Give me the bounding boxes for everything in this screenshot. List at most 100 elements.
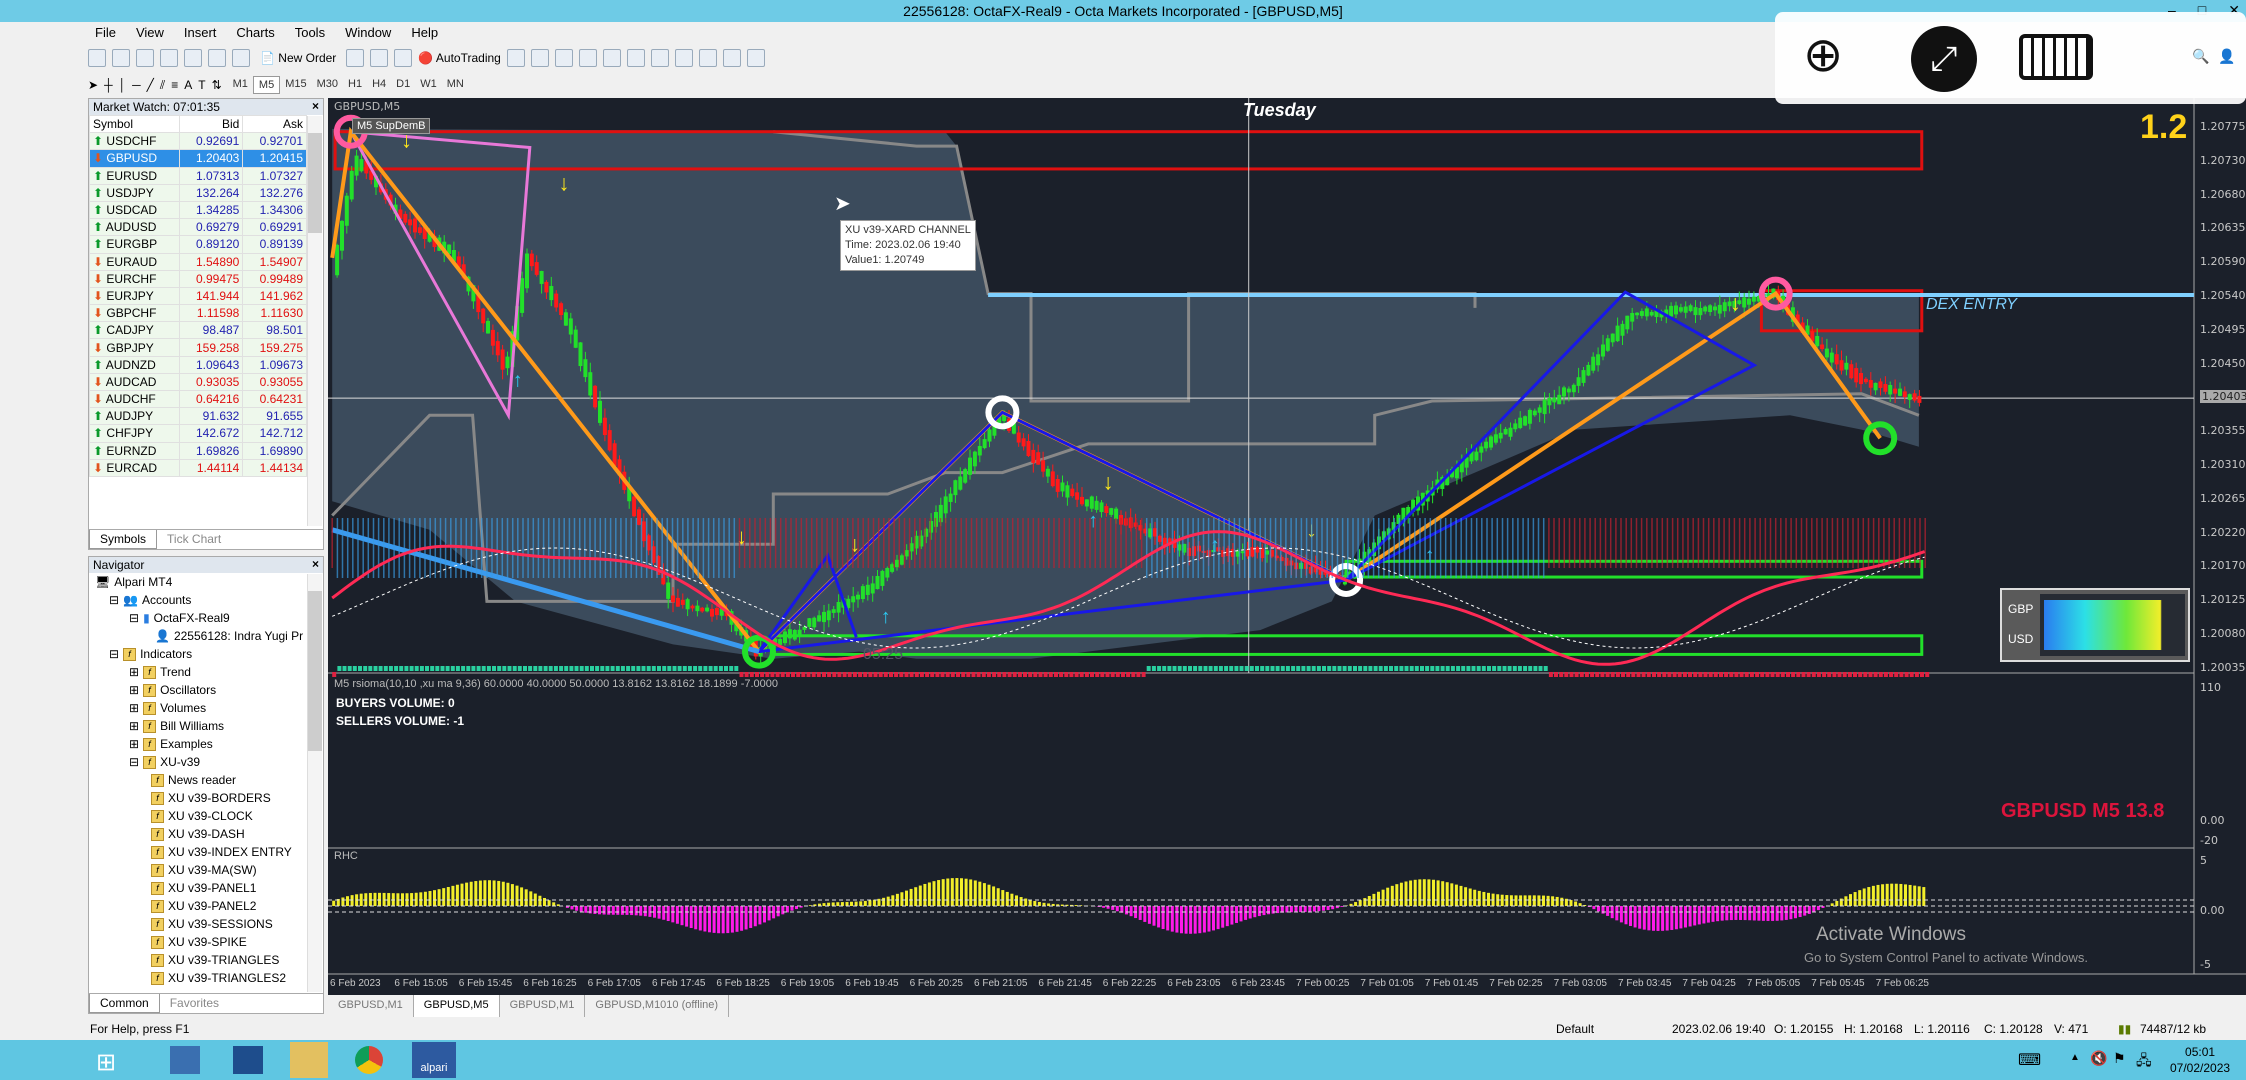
market-watch-row[interactable]: ⬇ EURAUD 1.54890 1.54907: [89, 252, 307, 271]
tree-account[interactable]: 👤 22556128: Indra Yugi Pr: [95, 627, 323, 645]
market-watch-icon[interactable]: [136, 49, 154, 67]
expand-icon[interactable]: ⊞: [129, 683, 140, 697]
bar-chart-icon[interactable]: [506, 49, 525, 67]
indicator-item[interactable]: f XU v39-CLOCK: [95, 807, 323, 825]
col-bid[interactable]: Bid: [178, 114, 244, 134]
indicator-item[interactable]: f XU v39-PANEL1: [95, 879, 323, 897]
market-watch-row[interactable]: ⬆ AUDJPY 91.632 91.655: [89, 407, 307, 426]
expand-icon[interactable]: ⊟: [109, 647, 120, 661]
close-icon[interactable]: ×: [311, 557, 319, 571]
periods-icon[interactable]: [722, 49, 741, 67]
signals-icon[interactable]: [370, 49, 389, 67]
market-watch-row[interactable]: ⬇ AUDCAD 0.93035 0.93055: [89, 372, 307, 392]
expand-icon[interactable]: ⊟: [109, 593, 120, 607]
market-watch-row[interactable]: ⬇ EURJPY 141.944 141.962: [89, 286, 307, 306]
minimize-button[interactable]: –: [2168, 2, 2176, 18]
tree-group[interactable]: ⊞ f Volumes: [95, 699, 323, 717]
keyboard-icon[interactable]: [2019, 34, 2093, 80]
templates-icon[interactable]: [746, 49, 765, 67]
cursor-icon[interactable]: ➤: [88, 78, 99, 92]
timeframe-m1[interactable]: M1: [232, 78, 248, 90]
market-watch-row[interactable]: ⬆ USDCHF 0.92691 0.92701: [89, 132, 307, 151]
new-chart-icon[interactable]: [88, 49, 106, 67]
scroll-thumb[interactable]: [308, 133, 322, 233]
indicator-item[interactable]: f XU v39-BORDERS: [95, 789, 323, 807]
label-icon[interactable]: T: [198, 78, 206, 92]
trendline-icon[interactable]: ╱: [146, 78, 154, 92]
line-chart-icon[interactable]: [554, 49, 573, 67]
market-watch-row[interactable]: ⬆ AUDUSD 0.69279 0.69291: [89, 218, 307, 237]
expand-icon[interactable]: ⊟: [129, 755, 140, 769]
market-watch-row[interactable]: ⬆ EURNZD 1.69826 1.69890: [89, 441, 307, 460]
remote-connection-icon[interactable]: ⤢: [1911, 26, 1977, 92]
market-watch-row[interactable]: ⬆ CADJPY 98.487 98.501: [89, 321, 307, 340]
explorer-icon[interactable]: [290, 1042, 328, 1078]
action-center-icon[interactable]: ⚑: [2113, 1050, 2126, 1066]
metaeditor-icon[interactable]: [346, 49, 365, 67]
indicators-icon[interactable]: [698, 49, 717, 67]
menu-window[interactable]: Window: [345, 25, 392, 40]
market-watch-row[interactable]: ⬇ GBPJPY 159.258 159.275: [89, 338, 307, 357]
tree-root[interactable]: 🖥 Alpari MT4: [95, 573, 323, 591]
candlestick-icon[interactable]: [530, 49, 549, 67]
chart-tab[interactable]: GBPUSD,M5: [413, 995, 500, 1017]
tester-icon[interactable]: [232, 49, 250, 67]
indicator-item[interactable]: f XU v39-SESSIONS: [95, 915, 323, 933]
market-watch-row[interactable]: ⬆ EURUSD 1.07313 1.07327: [89, 166, 307, 185]
chart-shift-icon[interactable]: [650, 49, 669, 67]
indicator-item[interactable]: f XU v39-SPIKE: [95, 933, 323, 951]
tab-tick-chart[interactable]: Tick Chart: [167, 532, 222, 546]
tile-windows-icon[interactable]: [626, 49, 645, 67]
scroll-thumb[interactable]: [308, 591, 322, 751]
fibonacci-icon[interactable]: ≡: [171, 78, 179, 92]
start-icon[interactable]: ⊞: [96, 1049, 117, 1076]
menu-help[interactable]: Help: [411, 25, 439, 40]
market-watch-row[interactable]: ⬆ AUDNZD 1.09643 1.09673: [89, 355, 307, 374]
zoom-in-icon[interactable]: [578, 49, 597, 67]
col-ask[interactable]: Ask: [242, 114, 307, 134]
system-clock[interactable]: 05:01 07/02/2023: [2170, 1044, 2230, 1076]
tree-group[interactable]: ⊞ f Bill Williams: [95, 717, 323, 735]
market-watch-row[interactable]: ⬇ EURCAD 1.44114 1.44134: [89, 458, 307, 477]
arrows-icon[interactable]: ⇅: [211, 78, 222, 92]
market-watch-row[interactable]: ⬇ GBPUSD 1.20403 1.20415: [89, 149, 307, 168]
alpari-taskbar-button[interactable]: alpari: [412, 1042, 456, 1078]
tree-server[interactable]: ⊟ ▮ OctaFX-Real9: [95, 609, 323, 627]
market-watch-row[interactable]: ⬇ GBPCHF 1.11598 1.11630: [89, 304, 307, 323]
market-watch-row[interactable]: ⬆ USDJPY 132.264 132.276: [89, 183, 307, 202]
market-watch-row[interactable]: ⬆ USDCAD 1.34285 1.34306: [89, 200, 307, 220]
tree-group[interactable]: ⊞ f Oscillators: [95, 681, 323, 699]
market-watch-row[interactable]: ⬇ AUDCHF 0.64216 0.64231: [89, 389, 307, 409]
timeframe-h4[interactable]: H4: [372, 78, 387, 90]
chrome-icon[interactable]: [355, 1046, 383, 1074]
vertical-line-icon[interactable]: │: [118, 78, 127, 92]
indicator-item[interactable]: f XU v39-INDEX ENTRY: [95, 843, 323, 861]
menu-charts[interactable]: Charts: [236, 25, 275, 40]
menu-insert[interactable]: Insert: [183, 25, 217, 40]
timeframe-m30[interactable]: M30: [316, 78, 338, 90]
close-button[interactable]: ✕: [2228, 2, 2240, 18]
text-icon[interactable]: A: [184, 78, 193, 92]
tree-group[interactable]: ⊞ f Trend: [95, 663, 323, 681]
indicator-item[interactable]: f XU v39-TRIANGLES2: [95, 969, 323, 987]
network-icon[interactable]: 🖧: [2136, 1052, 2152, 1068]
menu-view[interactable]: View: [135, 25, 164, 40]
navigator-scrollbar[interactable]: [307, 574, 322, 992]
indicator-item[interactable]: f News reader: [95, 771, 323, 789]
auto-scroll-icon[interactable]: [674, 49, 693, 67]
chart-tab[interactable]: GBPUSD,M1: [328, 995, 414, 1017]
tree-accounts[interactable]: ⊟ 👥 Accounts: [95, 591, 323, 609]
chart-window[interactable]: ↓↓↓↓↓↓↓↑↑↑↑↑ GBPUSD,M5 M5 SupDemB Tuesda…: [328, 98, 2246, 995]
expand-icon[interactable]: ⊞: [129, 719, 140, 733]
chart-tab[interactable]: GBPUSD,M1010 (offline): [585, 995, 730, 1017]
market-watch-row[interactable]: ⬆ CHFJPY 142.672 142.712: [89, 424, 307, 443]
tree-group[interactable]: ⊞ f Examples: [95, 735, 323, 753]
tray-expand-icon[interactable]: ▲: [2070, 1052, 2080, 1063]
expand-icon[interactable]: ⊞: [129, 701, 140, 715]
tab-favorites[interactable]: Favorites: [169, 996, 220, 1010]
timeframe-d1[interactable]: D1: [396, 78, 411, 90]
channel-icon[interactable]: ⫽: [159, 77, 166, 92]
timeframe-h1[interactable]: H1: [348, 78, 363, 90]
terminal-icon[interactable]: [208, 49, 226, 67]
indicator-item[interactable]: f XU v39-TRIANGLES: [95, 951, 323, 969]
